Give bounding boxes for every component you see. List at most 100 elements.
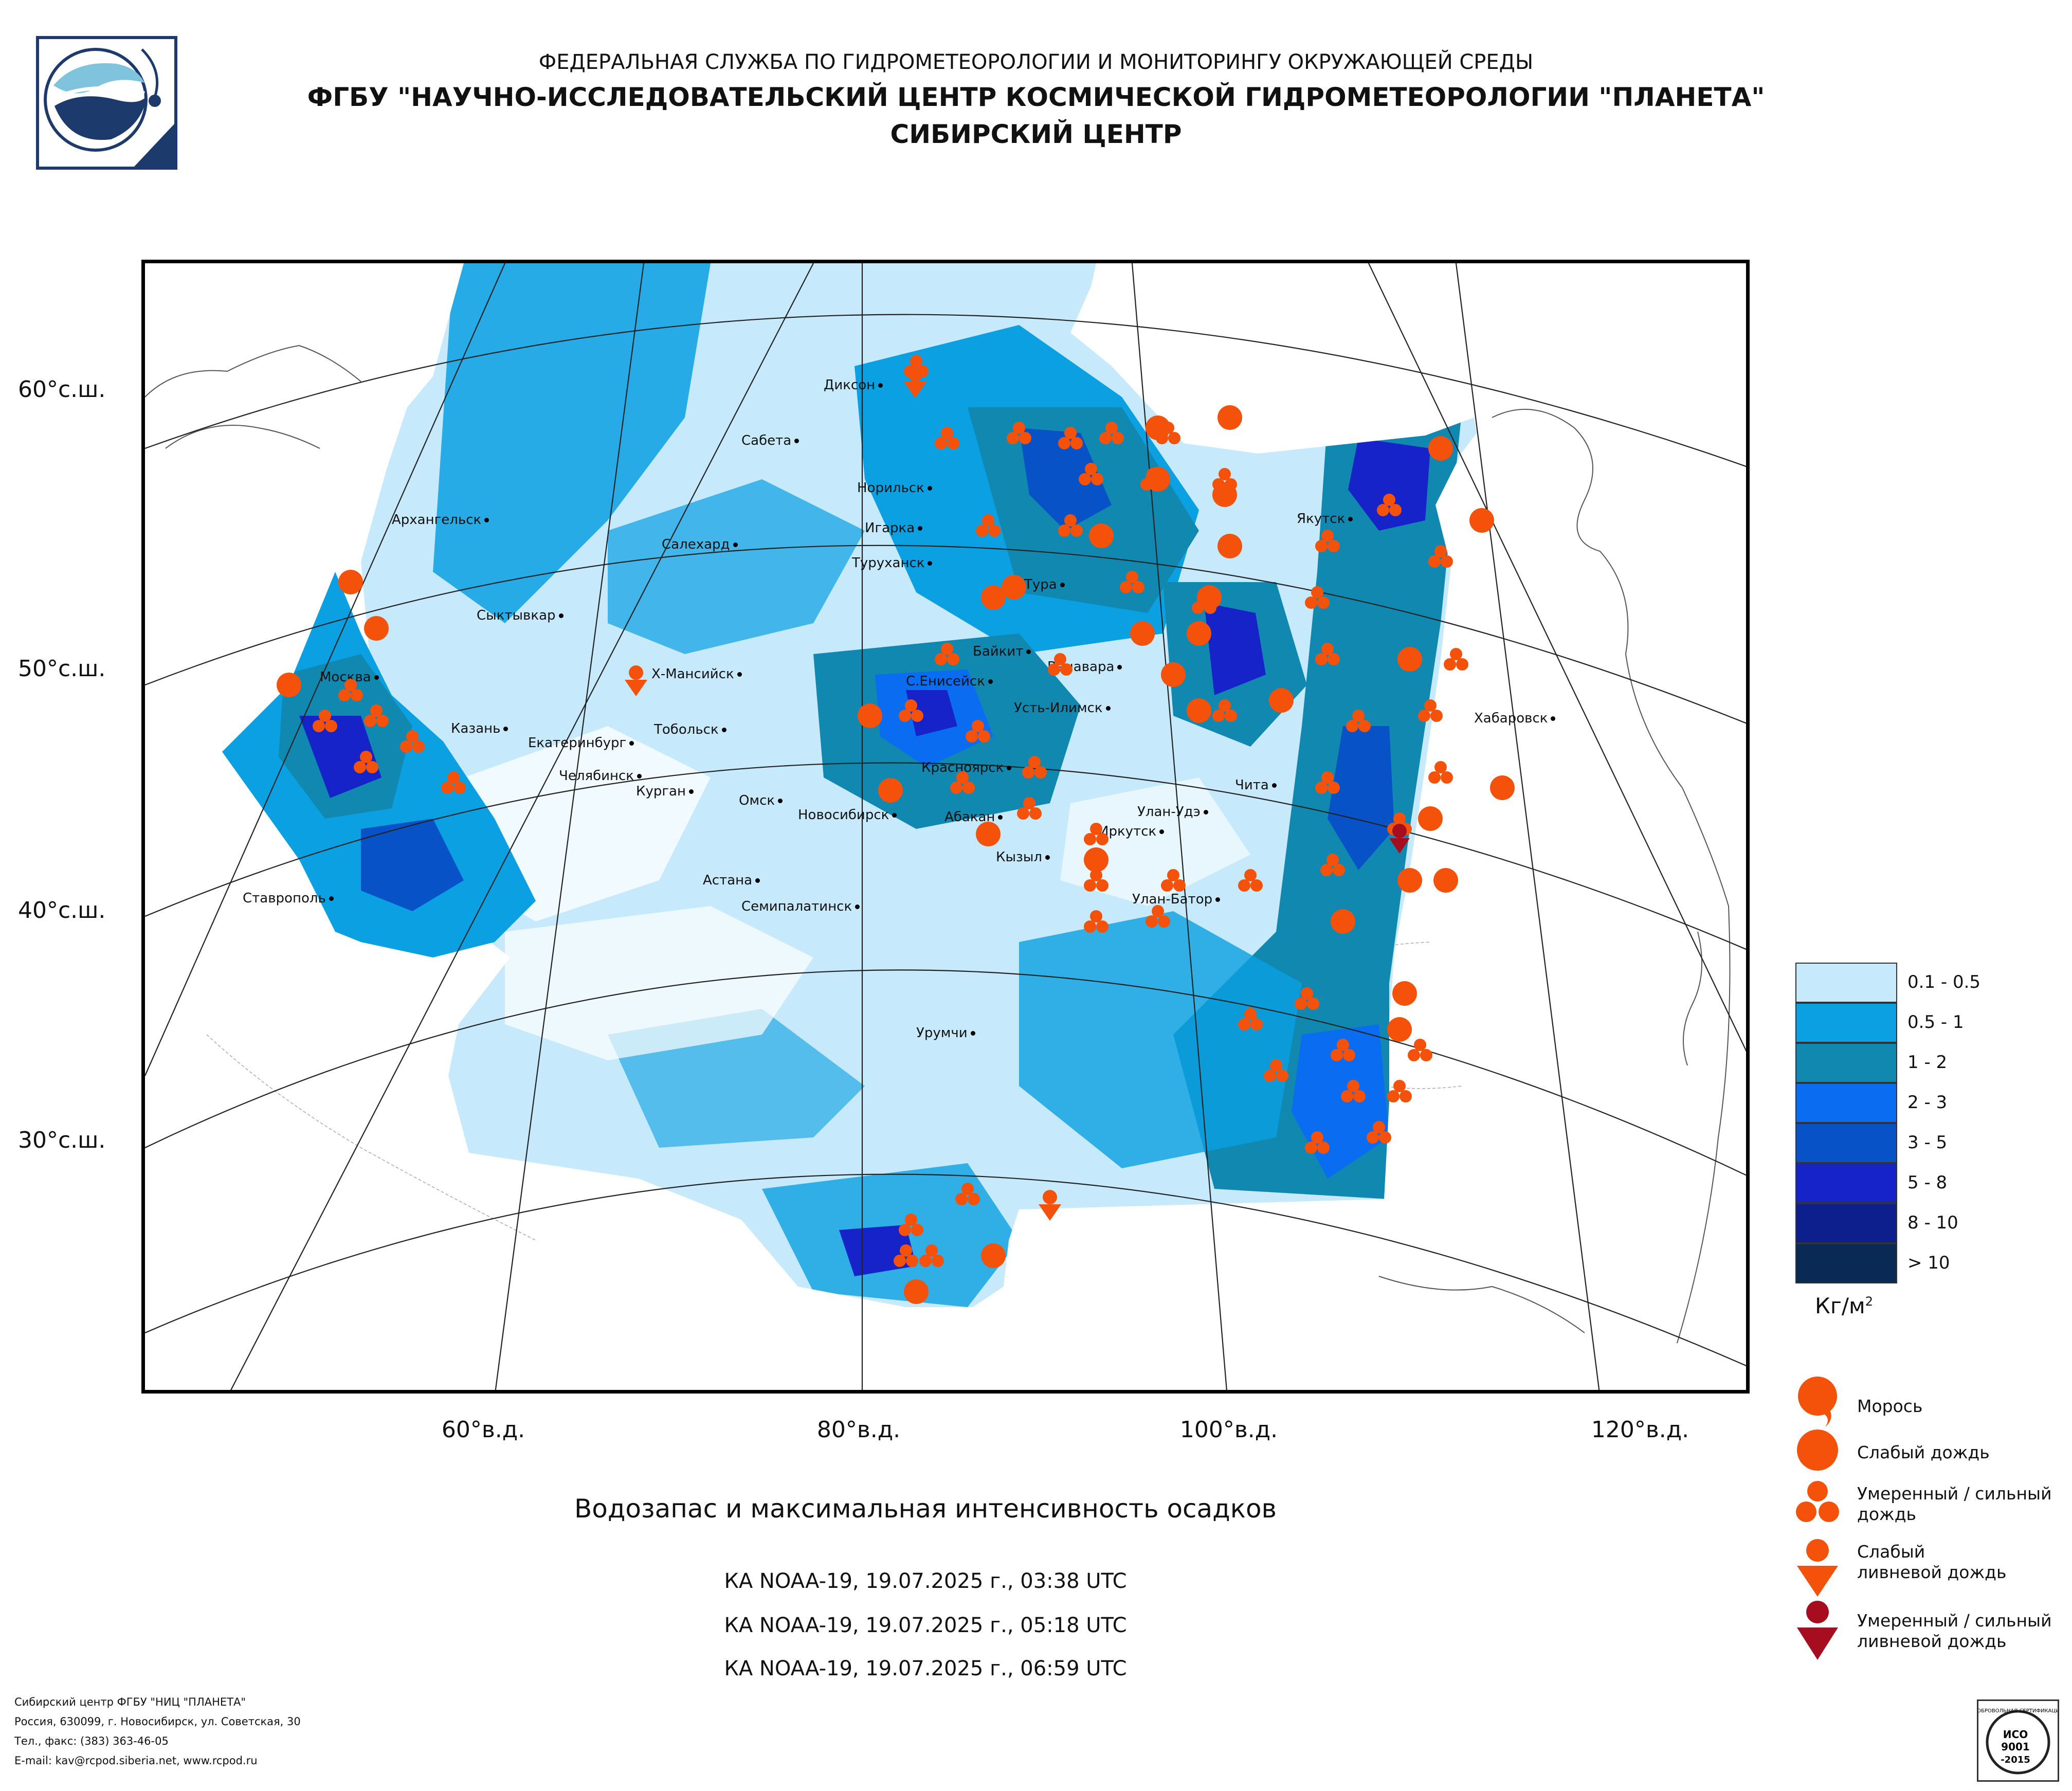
rain-symbol <box>1250 1018 1263 1030</box>
rain-symbol <box>1217 534 1242 558</box>
rain-symbol <box>968 1193 980 1205</box>
rain-symbol <box>1064 427 1077 439</box>
rain-symbol <box>1328 540 1340 552</box>
rain-symbol <box>1321 771 1334 784</box>
iso-certification-badge: ДОБРОВОЛЬНАЯ СЕРТИФИКАЦИЯ ИСО 9001 -2015 <box>1973 1699 2063 1782</box>
rain-symbol <box>972 720 984 732</box>
rain-symbol <box>932 1255 944 1267</box>
rain-symbol <box>1091 473 1103 485</box>
rain-symbol <box>1070 437 1083 449</box>
rain-symbol <box>360 751 372 763</box>
rain-symbol <box>1054 653 1066 665</box>
footer-line: Россия, 630099, г. Новосибирск, ул. Сове… <box>14 1715 301 1728</box>
rain-symbol <box>1217 405 1242 430</box>
rain-symbol <box>1397 647 1422 672</box>
rain-symbol <box>1058 437 1070 449</box>
city-label: Туруханск <box>852 555 935 571</box>
symbol-legend-icons <box>1796 1377 1839 1660</box>
rain-symbol <box>899 1224 911 1236</box>
heavy-shower-icon <box>1797 1601 1838 1660</box>
rain-symbol <box>1264 1070 1276 1082</box>
pass-line: КА NOAA-19, 19.07.2025 г., 03:38 UTC <box>724 1569 1127 1593</box>
map-title: Водозапас и максимальная интенсивность о… <box>574 1494 1277 1524</box>
rain-symbol <box>1090 823 1102 835</box>
rain-symbol <box>1379 1131 1391 1144</box>
rain-symbol <box>1219 699 1231 712</box>
rain-symbol <box>1029 807 1042 820</box>
legend-swatch <box>1795 963 1897 1003</box>
graticule <box>145 263 1746 1390</box>
city-label: Тура <box>1024 577 1068 592</box>
symbol-label: Слабый ливневой дождь <box>1857 1542 2007 1582</box>
rain-symbol <box>1343 1049 1355 1061</box>
rain-symbol <box>1377 504 1389 516</box>
rain-symbol <box>978 730 990 743</box>
rain-symbol <box>406 730 419 743</box>
rain-symbol <box>1331 1049 1343 1061</box>
legend-swatch <box>1795 1043 1897 1083</box>
rain-symbol <box>981 585 1006 610</box>
symbol-label: Умеренный / сильный дождь <box>1857 1484 2052 1524</box>
rain-symbol <box>1397 868 1422 893</box>
rain-symbol <box>935 437 947 449</box>
rain-symbol <box>1120 581 1132 593</box>
rain-symbol <box>1132 581 1144 593</box>
rain-symbol <box>947 653 959 665</box>
legend-swatch <box>1795 1003 1897 1043</box>
legend-label: 0.1 - 0.5 <box>1907 972 1981 992</box>
rain-symbol <box>1238 1018 1250 1030</box>
rain-symbol <box>1393 812 1406 825</box>
rain-symbol <box>1019 432 1031 444</box>
city-label: Улан-Батор <box>1132 892 1223 907</box>
rain-symbol <box>1158 915 1170 928</box>
rain-symbol <box>941 643 953 655</box>
rain-symbol <box>1333 864 1345 876</box>
rain-symbol <box>1441 771 1453 784</box>
rain-symbol <box>1034 766 1047 779</box>
light-shower-icon <box>1797 1539 1838 1597</box>
rain-symbol <box>441 782 453 794</box>
city-label: Улан-Удэ <box>1137 804 1211 820</box>
city-label: Екатеринбург <box>528 735 637 751</box>
rain-symbol <box>1238 879 1250 892</box>
legend-label: 5 - 8 <box>1907 1172 1948 1193</box>
rain-symbol <box>1043 1190 1057 1204</box>
rain-symbol <box>1326 854 1339 866</box>
rain-symbol <box>1414 1039 1426 1051</box>
city-label: Ставрополь <box>243 891 337 906</box>
rain-symbol <box>453 782 466 794</box>
rain-symbol <box>1187 621 1211 646</box>
light-rain-icon <box>1797 1430 1838 1471</box>
rain-symbol <box>1424 699 1437 712</box>
city-label: Иркутск <box>1099 824 1167 839</box>
moderate-rain-icon <box>1796 1481 1839 1522</box>
city-label: Усть-Илимск <box>1014 700 1114 716</box>
city-label: Хабаровск <box>1474 711 1558 726</box>
rain-symbol <box>1320 864 1333 876</box>
coastlines <box>145 345 1731 1344</box>
rain-symbol <box>1084 833 1096 845</box>
rain-symbol <box>412 740 425 753</box>
rain-symbol <box>338 689 351 701</box>
rain-symbol <box>935 653 947 665</box>
rain-symbol <box>376 715 389 727</box>
rain-symbol <box>1301 987 1313 1000</box>
rain-symbol <box>925 1244 938 1257</box>
rain-symbol <box>1219 468 1231 480</box>
rain-symbol <box>899 710 911 722</box>
rain-symbol <box>1244 1008 1257 1020</box>
rain-symbol <box>364 715 376 727</box>
city-label: Чита <box>1235 777 1280 793</box>
rain-symbol <box>1212 482 1237 507</box>
rain-symbol <box>1307 998 1319 1010</box>
rain-symbol <box>1392 981 1417 1006</box>
rain-symbol <box>1276 1070 1288 1082</box>
symbol-label: Слабый дождь <box>1857 1442 1990 1462</box>
rain-symbol <box>354 761 366 773</box>
footer-line: Сибирский центр ФГБУ "НИЦ "ПЛАНЕТА" <box>14 1696 246 1708</box>
rain-symbol <box>1187 698 1211 723</box>
shower-symbol <box>1039 1204 1061 1221</box>
rain-symbol <box>1007 432 1019 444</box>
rain-symbol <box>950 782 962 794</box>
rain-symbol <box>1389 504 1402 516</box>
